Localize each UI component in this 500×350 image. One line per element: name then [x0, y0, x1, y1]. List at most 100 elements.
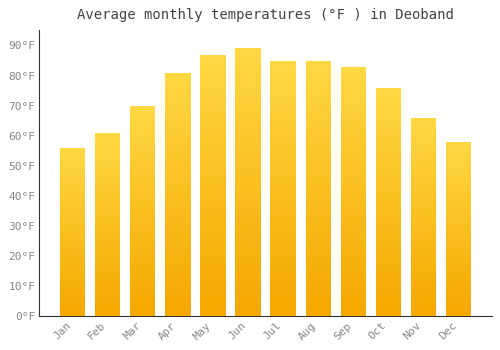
Bar	[411, 141, 436, 146]
Bar	[200, 264, 226, 269]
Bar	[236, 220, 260, 225]
Bar	[236, 215, 260, 220]
Bar	[411, 193, 436, 197]
Bar	[446, 215, 471, 218]
Bar	[95, 257, 120, 261]
Bar	[306, 209, 331, 214]
Bar	[446, 253, 471, 257]
Bar	[270, 301, 295, 306]
Bar	[95, 173, 120, 177]
Bar	[236, 209, 260, 215]
Bar	[306, 204, 331, 209]
Bar	[236, 80, 260, 86]
Bar	[200, 243, 226, 248]
Bar	[200, 269, 226, 274]
Bar	[270, 306, 295, 311]
Bar	[306, 255, 331, 260]
Bar	[60, 195, 86, 198]
Bar	[166, 126, 190, 131]
Bar	[376, 138, 401, 142]
Bar	[306, 137, 331, 142]
Bar	[130, 177, 156, 181]
Bar	[130, 240, 156, 245]
Bar	[340, 251, 366, 256]
Bar	[446, 243, 471, 246]
Bar	[270, 209, 295, 214]
Bar	[130, 122, 156, 127]
Bar	[376, 298, 401, 302]
Bar	[446, 201, 471, 204]
Bar	[166, 150, 190, 155]
Bar	[411, 312, 436, 316]
Bar	[95, 294, 120, 298]
Bar	[411, 260, 436, 265]
Bar	[376, 92, 401, 97]
Bar	[270, 117, 295, 122]
Bar	[95, 144, 120, 147]
Bar	[411, 245, 436, 248]
Bar	[411, 209, 436, 213]
Title: Average monthly temperatures (°F ) in Deoband: Average monthly temperatures (°F ) in De…	[77, 8, 454, 22]
Bar	[60, 266, 86, 269]
Bar	[95, 180, 120, 184]
Bar	[166, 277, 190, 282]
Bar	[340, 102, 366, 106]
Bar	[446, 288, 471, 292]
Bar	[446, 232, 471, 236]
Bar	[200, 96, 226, 102]
Bar	[166, 306, 190, 311]
Bar	[166, 292, 190, 296]
Bar	[166, 311, 190, 316]
Bar	[200, 196, 226, 201]
Bar	[130, 228, 156, 232]
Bar	[200, 138, 226, 143]
Bar	[340, 216, 366, 221]
Bar	[166, 238, 190, 243]
Bar	[446, 229, 471, 232]
Bar	[411, 221, 436, 225]
Bar	[236, 177, 260, 182]
Bar	[200, 253, 226, 259]
Bar	[270, 275, 295, 280]
Bar	[130, 148, 156, 152]
Bar	[60, 279, 86, 282]
Bar	[200, 122, 226, 128]
Bar	[270, 183, 295, 188]
Bar	[166, 160, 190, 165]
Bar	[306, 112, 331, 117]
Bar	[236, 161, 260, 166]
Bar	[166, 72, 190, 316]
Bar	[60, 212, 86, 215]
Bar	[411, 165, 436, 169]
Bar	[376, 271, 401, 275]
Bar	[200, 300, 226, 306]
Bar	[411, 118, 436, 121]
Bar	[446, 163, 471, 166]
Bar	[306, 142, 331, 147]
Bar	[270, 280, 295, 286]
Bar	[95, 239, 120, 243]
Bar	[340, 241, 366, 246]
Bar	[166, 199, 190, 204]
Bar	[166, 253, 190, 258]
Bar	[411, 288, 436, 292]
Bar	[166, 72, 190, 77]
Bar	[200, 91, 226, 96]
Bar	[411, 304, 436, 308]
Bar	[306, 163, 331, 168]
Bar	[340, 172, 366, 176]
Bar	[130, 160, 156, 164]
Bar	[340, 266, 366, 271]
Bar	[60, 296, 86, 299]
Bar	[376, 211, 401, 216]
Bar	[446, 173, 471, 177]
Bar	[200, 217, 226, 222]
Bar	[95, 265, 120, 268]
Bar	[236, 150, 260, 155]
Bar	[60, 256, 86, 259]
Bar	[270, 96, 295, 102]
Bar	[340, 256, 366, 261]
Bar	[166, 131, 190, 136]
Bar	[270, 198, 295, 204]
Bar	[95, 309, 120, 313]
